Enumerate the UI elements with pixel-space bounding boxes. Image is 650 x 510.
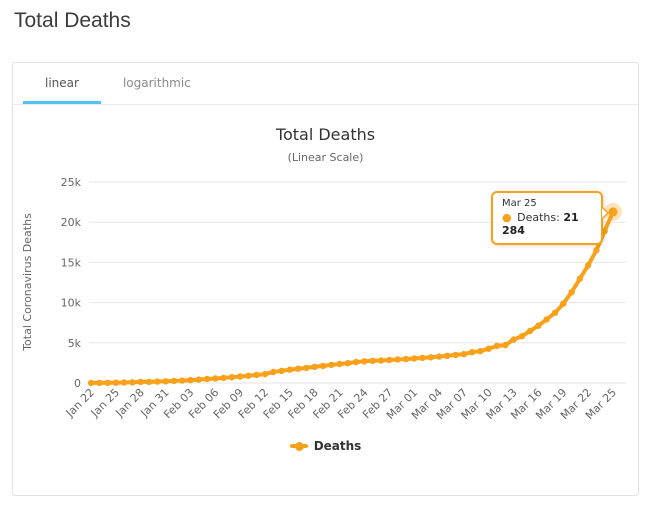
- tab-linear[interactable]: linear: [23, 63, 101, 104]
- tooltip-date: Mar 25: [502, 198, 537, 209]
- svg-text:15k: 15k: [61, 256, 82, 269]
- legend-line-marker-icon: [289, 441, 308, 451]
- chart-tooltip: Mar 25 ● Deaths: 21 284: [491, 191, 609, 245]
- page-title: Total Deaths: [14, 9, 131, 32]
- series-dot-icon: ●: [502, 211, 512, 224]
- svg-text:Total Coronavirus Deaths: Total Coronavirus Deaths: [21, 213, 34, 352]
- chart-subtitle: (Linear Scale): [287, 151, 364, 164]
- chart-panel: linear logarithmic Total Deaths (Linear …: [12, 62, 639, 496]
- tooltip-row: ● Deaths: 21 284: [502, 211, 592, 237]
- svg-text:20k: 20k: [61, 216, 82, 229]
- scale-tabs: linear logarithmic: [13, 63, 638, 105]
- tooltip-label: Deaths:: [517, 211, 560, 224]
- legend-item-deaths[interactable]: Deaths: [13, 439, 638, 453]
- chart-title: Total Deaths: [275, 125, 376, 144]
- legend-label: Deaths: [313, 439, 362, 453]
- tooltip-value: 21 284: [502, 211, 579, 237]
- svg-text:5k: 5k: [68, 337, 82, 350]
- svg-text:0: 0: [74, 377, 81, 390]
- svg-text:25k: 25k: [61, 176, 82, 189]
- svg-text:10k: 10k: [61, 297, 82, 310]
- tab-logarithmic[interactable]: logarithmic: [122, 76, 191, 90]
